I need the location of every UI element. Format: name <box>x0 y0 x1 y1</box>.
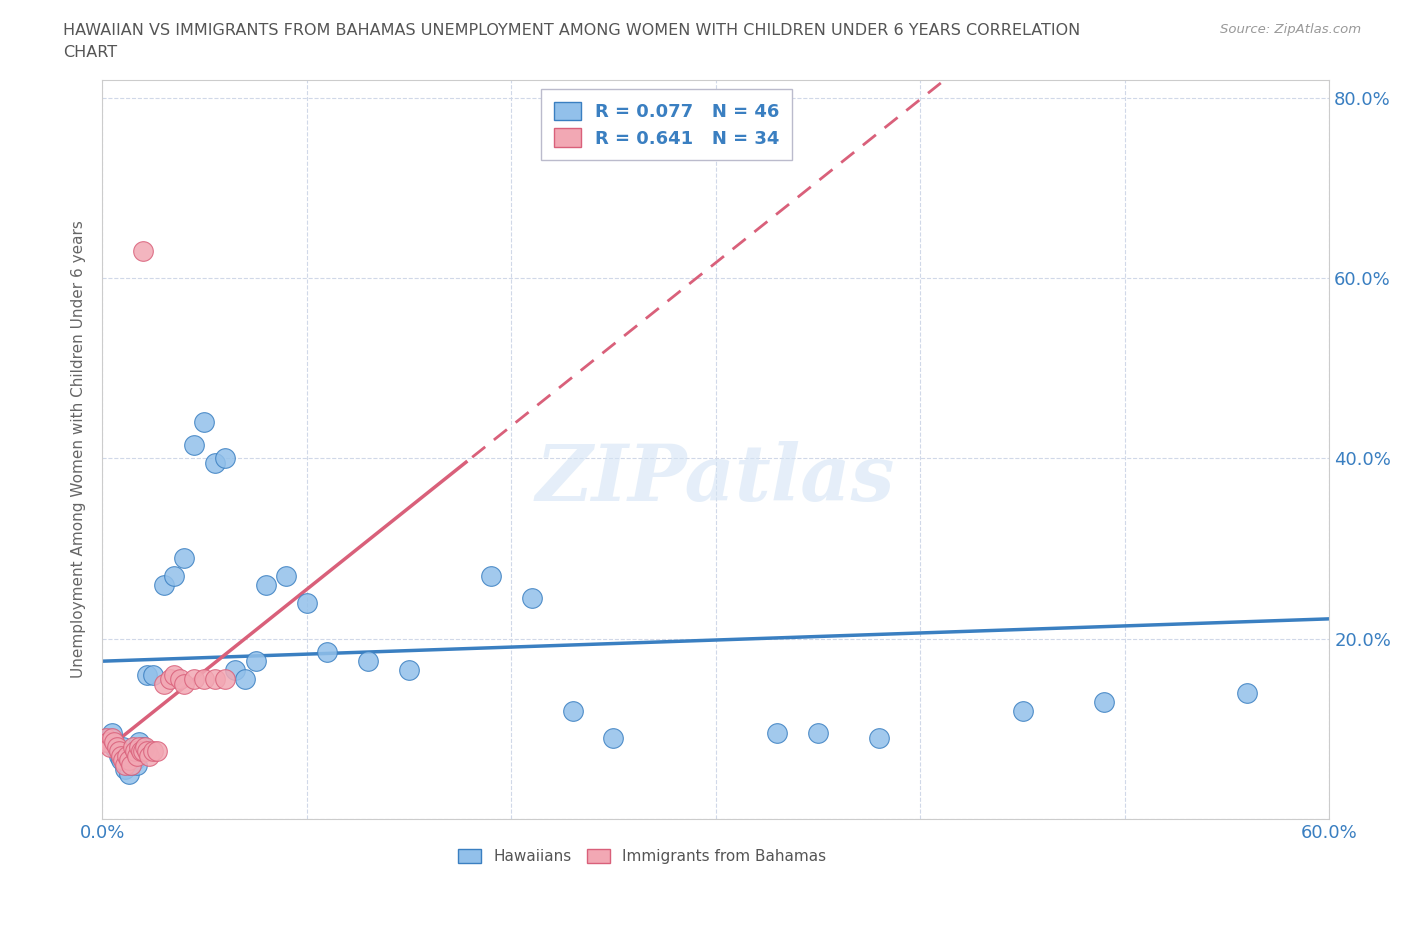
Point <box>142 667 165 682</box>
Point <box>173 551 195 565</box>
Point <box>120 757 142 772</box>
Point <box>1092 695 1115 710</box>
Point <box>204 671 226 686</box>
Point <box>129 744 152 759</box>
Point <box>124 744 146 759</box>
Point <box>103 735 125 750</box>
Point <box>111 753 134 768</box>
Point <box>110 753 132 768</box>
Text: Source: ZipAtlas.com: Source: ZipAtlas.com <box>1220 23 1361 36</box>
Point <box>254 578 277 592</box>
Point <box>561 703 583 718</box>
Point <box>125 757 148 772</box>
Point <box>204 456 226 471</box>
Point <box>107 749 129 764</box>
Point <box>245 654 267 669</box>
Point <box>479 568 502 583</box>
Point <box>122 739 145 754</box>
Point <box>146 744 169 759</box>
Point <box>183 437 205 452</box>
Point <box>101 725 124 740</box>
Point <box>134 739 156 754</box>
Point <box>183 671 205 686</box>
Point <box>138 749 160 764</box>
Point <box>235 671 257 686</box>
Point <box>97 735 120 750</box>
Point <box>125 749 148 764</box>
Point <box>163 667 186 682</box>
Point <box>520 591 543 605</box>
Point <box>128 735 150 750</box>
Point <box>100 730 122 745</box>
Point <box>114 757 136 772</box>
Point <box>128 739 150 754</box>
Point <box>101 730 124 745</box>
Point <box>159 671 181 686</box>
Point <box>105 744 128 759</box>
Point <box>132 739 155 754</box>
Text: HAWAIIAN VS IMMIGRANTS FROM BAHAMAS UNEMPLOYMENT AMONG WOMEN WITH CHILDREN UNDER: HAWAIIAN VS IMMIGRANTS FROM BAHAMAS UNEM… <box>63 23 1081 38</box>
Point <box>114 762 136 777</box>
Point <box>103 739 125 754</box>
Point <box>214 671 236 686</box>
Point <box>118 753 141 768</box>
Point <box>115 757 138 772</box>
Point <box>152 578 174 592</box>
Point <box>602 730 624 745</box>
Point <box>142 744 165 759</box>
Point <box>316 644 339 659</box>
Point <box>97 735 120 750</box>
Point <box>152 676 174 691</box>
Point <box>173 676 195 691</box>
Point <box>868 730 890 745</box>
Point <box>111 739 134 754</box>
Point <box>136 744 159 759</box>
Point <box>115 749 138 764</box>
Point <box>120 757 142 772</box>
Point <box>110 749 132 764</box>
Point <box>193 671 215 686</box>
Point <box>224 663 246 678</box>
Text: ZIPatlas: ZIPatlas <box>536 441 896 517</box>
Point <box>96 730 118 745</box>
Point <box>100 739 122 754</box>
Point <box>193 415 215 430</box>
Point <box>124 753 146 768</box>
Point <box>132 744 155 759</box>
Point <box>807 725 830 740</box>
Point <box>136 667 159 682</box>
Point <box>163 568 186 583</box>
Point <box>766 725 789 740</box>
Point <box>118 766 141 781</box>
Point <box>107 744 129 759</box>
Point <box>1011 703 1033 718</box>
Point <box>122 749 145 764</box>
Point <box>398 663 420 678</box>
Point <box>357 654 380 669</box>
Point <box>276 568 298 583</box>
Point <box>1236 685 1258 700</box>
Point <box>295 595 318 610</box>
Text: CHART: CHART <box>63 45 117 60</box>
Legend: Hawaiians, Immigrants from Bahamas: Hawaiians, Immigrants from Bahamas <box>453 843 832 870</box>
Y-axis label: Unemployment Among Women with Children Under 6 years: Unemployment Among Women with Children U… <box>72 220 86 678</box>
Point <box>214 451 236 466</box>
Point <box>129 744 152 759</box>
Point <box>132 244 155 259</box>
Point <box>105 739 128 754</box>
Point <box>169 671 191 686</box>
